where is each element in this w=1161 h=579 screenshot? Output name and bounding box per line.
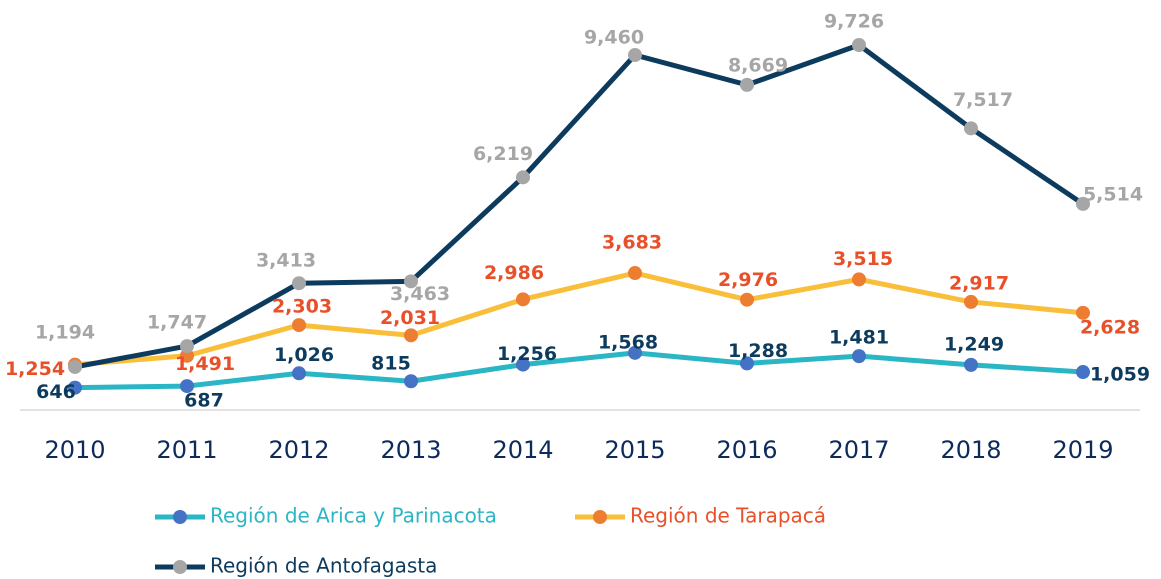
data-label: 2,917 — [949, 272, 1009, 294]
series-line — [74, 270, 1084, 368]
marker — [1076, 365, 1090, 380]
marker — [740, 356, 754, 371]
data-label: 1,194 — [35, 321, 95, 343]
marker — [516, 357, 530, 372]
series-line — [74, 350, 1084, 391]
data-label: 3,683 — [602, 232, 662, 254]
marker — [740, 77, 754, 92]
data-label: 1,249 — [944, 333, 1004, 355]
marker — [964, 121, 978, 136]
data-label: 1,059 — [1090, 364, 1150, 386]
marker — [628, 266, 642, 281]
x-tick-label: 2014 — [492, 436, 553, 464]
data-label: 8,669 — [728, 54, 788, 76]
data-label: 3,515 — [833, 248, 893, 270]
marker — [292, 276, 306, 291]
x-tick-label: 2017 — [828, 436, 889, 464]
marker — [404, 328, 418, 343]
marker — [68, 359, 82, 374]
marker — [404, 274, 418, 289]
data-label: 2,976 — [718, 269, 778, 291]
marker — [180, 339, 194, 354]
marker — [180, 379, 194, 394]
marker — [516, 292, 530, 307]
marker — [1076, 305, 1090, 320]
data-label: 6,219 — [473, 143, 533, 165]
series-line — [74, 42, 1085, 370]
legend-marker — [173, 510, 187, 524]
marker — [628, 48, 642, 63]
data-label: 2,303 — [272, 296, 332, 318]
data-label: 2,986 — [484, 262, 544, 284]
marker — [68, 380, 82, 395]
data-label: 9,726 — [824, 11, 884, 33]
marker — [964, 357, 978, 372]
x-tick-label: 2019 — [1052, 436, 1113, 464]
legend-label: Región de Arica y Parinacota — [210, 504, 497, 528]
marker — [404, 374, 418, 389]
marker — [292, 366, 306, 381]
legend-label: Región de Antofagasta — [210, 554, 437, 578]
marker — [1076, 196, 1090, 211]
marker — [740, 292, 754, 307]
data-label: 3,413 — [256, 250, 316, 272]
marker — [180, 348, 194, 363]
data-label: 1,568 — [598, 331, 658, 353]
data-label: 1,026 — [274, 344, 334, 366]
x-tick-label: 2018 — [940, 436, 1001, 464]
data-label: 1,254 — [5, 358, 65, 380]
x-tick-label: 2016 — [716, 436, 777, 464]
data-label: 1,491 — [175, 353, 235, 375]
x-tick-label: 2013 — [380, 436, 441, 464]
x-tick-label: 2010 — [44, 436, 105, 464]
data-label: 1,481 — [829, 327, 889, 349]
data-label: 1,256 — [497, 343, 557, 365]
data-label: 646 — [36, 381, 76, 403]
marker — [292, 318, 306, 333]
marker — [516, 170, 530, 185]
data-label: 7,517 — [953, 89, 1013, 111]
data-label: 1,288 — [728, 340, 788, 362]
legend-label: Región de Tarapacá — [630, 504, 826, 528]
data-label: 5,514 — [1083, 183, 1143, 205]
data-label: 9,460 — [584, 27, 644, 49]
legend-marker — [593, 510, 607, 524]
data-label: 1,747 — [147, 312, 207, 334]
marker — [852, 38, 866, 52]
data-label: 3,463 — [390, 283, 450, 305]
x-tick-label: 2011 — [156, 436, 217, 464]
x-tick-label: 2012 — [268, 436, 329, 464]
data-label: 687 — [184, 390, 224, 412]
data-label: 2,628 — [1080, 316, 1140, 338]
data-label: 815 — [371, 353, 411, 375]
legend-marker — [173, 560, 187, 574]
x-tick-label: 2015 — [604, 436, 665, 464]
marker — [852, 349, 866, 364]
marker — [852, 272, 866, 287]
marker — [964, 294, 978, 309]
marker — [628, 345, 642, 360]
data-label: 2,031 — [380, 307, 440, 329]
